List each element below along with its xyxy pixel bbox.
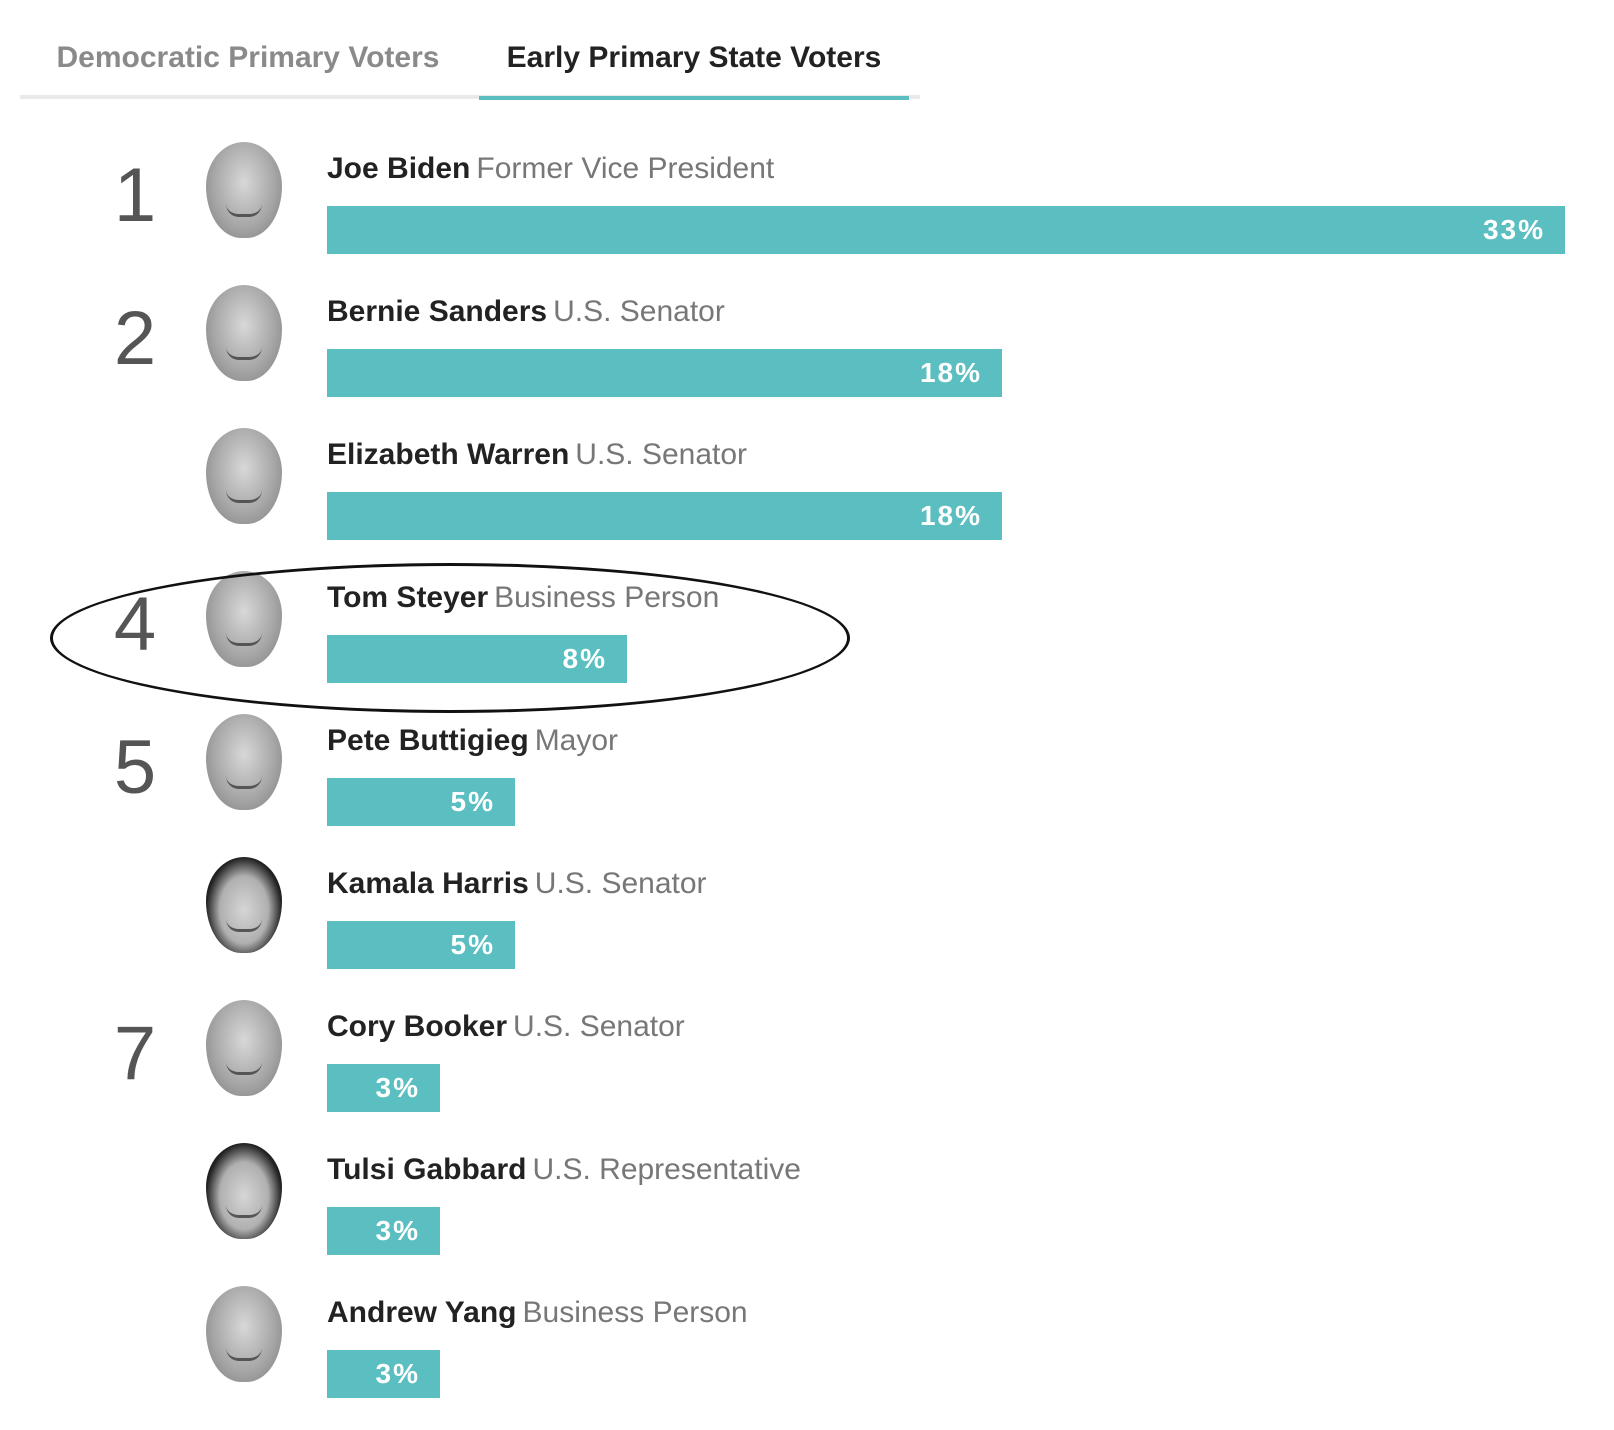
rank-number: 1: [113, 153, 157, 238]
bar-value-label: 33%: [1482, 214, 1545, 245]
bernie-sanders-photo: [206, 285, 282, 381]
bar-value-label: 3%: [375, 1358, 420, 1389]
candidate-name: Kamala Harris: [327, 867, 529, 900]
candidate-label: Joe Biden Former Vice President: [327, 150, 774, 188]
rank-number: 5: [113, 725, 157, 810]
joe-biden-photo: [206, 142, 282, 238]
pete-buttigieg-photo: [206, 714, 282, 810]
rank-number: 4: [113, 582, 157, 667]
tab-bar-underline: [20, 95, 920, 99]
candidate-title: U.S. Senator: [575, 438, 748, 471]
bar-value-label: 3%: [375, 1072, 420, 1103]
bar-value-label: 5%: [450, 786, 495, 817]
rank-number: 7: [113, 1011, 157, 1096]
candidate-row: Elizabeth Warren U.S. Senator 18%: [0, 424, 1614, 567]
candidate-name: Joe Biden: [327, 152, 471, 185]
bar: 3%: [327, 1064, 440, 1112]
candidate-title: U.S. Senator: [513, 1010, 685, 1043]
bar: 3%: [327, 1350, 440, 1398]
bar-value-label: 18%: [919, 357, 982, 388]
candidate-label: Tom Steyer Business Person: [327, 579, 719, 617]
candidate-row: 1 Joe Biden Former Vice President 33%: [0, 138, 1614, 281]
candidate-title: U.S. Senator: [553, 295, 725, 328]
candidate-name: Cory Booker: [327, 1010, 508, 1043]
bar: 5%: [327, 921, 515, 969]
tab-early-primary-state-voters[interactable]: Early Primary State Voters: [479, 36, 909, 100]
candidate-row: 5 Pete Buttigieg Mayor 5%: [0, 710, 1614, 853]
candidate-title: U.S. Representative: [532, 1153, 801, 1186]
candidate-label: Tulsi Gabbard U.S. Representative: [327, 1151, 801, 1189]
candidate-bar-chart: 1 Joe Biden Former Vice President 33% 2 Berni…: [0, 138, 1614, 1425]
bar: 8%: [327, 635, 627, 683]
tom-steyer-photo: [206, 571, 282, 667]
tab-bar: Democratic Primary Voters Early Primary …: [20, 0, 920, 100]
candidate-name: Elizabeth Warren: [327, 438, 570, 471]
candidate-title: Mayor: [534, 724, 619, 757]
candidate-title: Former Vice President: [476, 152, 775, 185]
bar: 5%: [327, 778, 515, 826]
candidate-title: Business Person: [522, 1296, 748, 1329]
tulsi-gabbard-photo: [206, 1143, 282, 1239]
tab-democratic-primary-voters[interactable]: Democratic Primary Voters: [56, 41, 440, 74]
candidate-title: U.S. Senator: [534, 867, 707, 900]
candidate-row: 2 Bernie Sanders U.S. Senator 18%: [0, 281, 1614, 424]
candidate-name: Bernie Sanders: [327, 295, 548, 328]
candidate-label: Pete Buttigieg Mayor: [327, 722, 618, 760]
candidate-label: Andrew Yang Business Person: [327, 1294, 748, 1332]
bar-value-label: 18%: [919, 500, 982, 531]
bar: 18%: [327, 349, 1002, 397]
candidate-label: Bernie Sanders U.S. Senator: [327, 293, 725, 331]
rank-number: 2: [113, 296, 157, 381]
kamala-harris-photo: [206, 857, 282, 953]
candidate-name: Tom Steyer: [327, 581, 489, 614]
cory-booker-photo: [206, 1000, 282, 1096]
candidate-name: Andrew Yang: [327, 1296, 517, 1329]
bar-value-label: 5%: [450, 929, 495, 960]
bar: 33%: [327, 206, 1565, 254]
candidate-row: Tulsi Gabbard U.S. Representative 3%: [0, 1139, 1614, 1282]
bar: 18%: [327, 492, 1002, 540]
candidate-row: Andrew Yang Business Person 3%: [0, 1282, 1614, 1425]
bar-value-label: 8%: [562, 643, 607, 674]
bar: 3%: [327, 1207, 440, 1255]
bar-value-label: 3%: [375, 1215, 420, 1246]
candidate-label: Elizabeth Warren U.S. Senator: [327, 436, 747, 474]
elizabeth-warren-photo: [206, 428, 282, 524]
candidate-name: Tulsi Gabbard: [327, 1153, 527, 1186]
candidate-title: Business Person: [494, 581, 720, 614]
candidate-row: 4 Tom Steyer Business Person 8%: [0, 567, 1614, 710]
candidate-row: Kamala Harris U.S. Senator 5%: [0, 853, 1614, 996]
candidate-name: Pete Buttigieg: [327, 724, 529, 757]
candidate-label: Kamala Harris U.S. Senator: [327, 865, 707, 903]
andrew-yang-photo: [206, 1286, 282, 1382]
candidate-label: Cory Booker U.S. Senator: [327, 1008, 685, 1046]
candidate-row: 7 Cory Booker U.S. Senator 3%: [0, 996, 1614, 1139]
